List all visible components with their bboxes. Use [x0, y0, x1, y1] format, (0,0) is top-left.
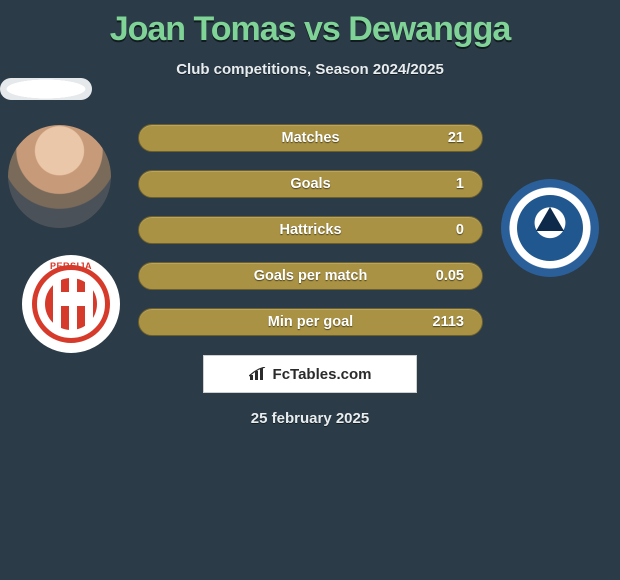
stat-label: Goals — [139, 171, 482, 197]
stat-row-goals-per-match: Goals per match 0.05 — [138, 262, 483, 290]
brand-text: FcTables.com — [273, 366, 372, 383]
club-badge-left: PERSIJA — [22, 255, 120, 353]
stat-row-hattricks: Hattricks 0 — [138, 216, 483, 244]
stat-label: Min per goal — [139, 309, 482, 335]
stat-value: 21 — [448, 125, 464, 151]
stat-row-matches: Matches 21 — [138, 124, 483, 152]
stat-value: 1 — [456, 171, 464, 197]
bar-chart-icon — [249, 367, 267, 381]
stat-label: Goals per match — [139, 263, 482, 289]
player-left-avatar — [8, 125, 111, 228]
stat-value: 2113 — [433, 309, 464, 335]
stat-value: 0 — [456, 217, 464, 243]
stat-row-goals: Goals 1 — [138, 170, 483, 198]
date-text: 25 february 2025 — [0, 410, 620, 427]
page-title: Joan Tomas vs Dewangga — [0, 0, 620, 49]
stat-row-min-per-goal: Min per goal 2113 — [138, 308, 483, 336]
player-right-avatar — [0, 78, 92, 100]
stat-label: Hattricks — [139, 217, 482, 243]
subtitle: Club competitions, Season 2024/2025 — [0, 61, 620, 78]
stat-label: Matches — [139, 125, 482, 151]
stats-container: Matches 21 Goals 1 Hattricks 0 Goals per… — [138, 124, 483, 354]
club-badge-left-label: PERSIJA — [50, 261, 92, 271]
brand-box: FcTables.com — [203, 355, 417, 393]
stat-value: 0.05 — [436, 263, 464, 289]
club-badge-right — [501, 179, 599, 277]
